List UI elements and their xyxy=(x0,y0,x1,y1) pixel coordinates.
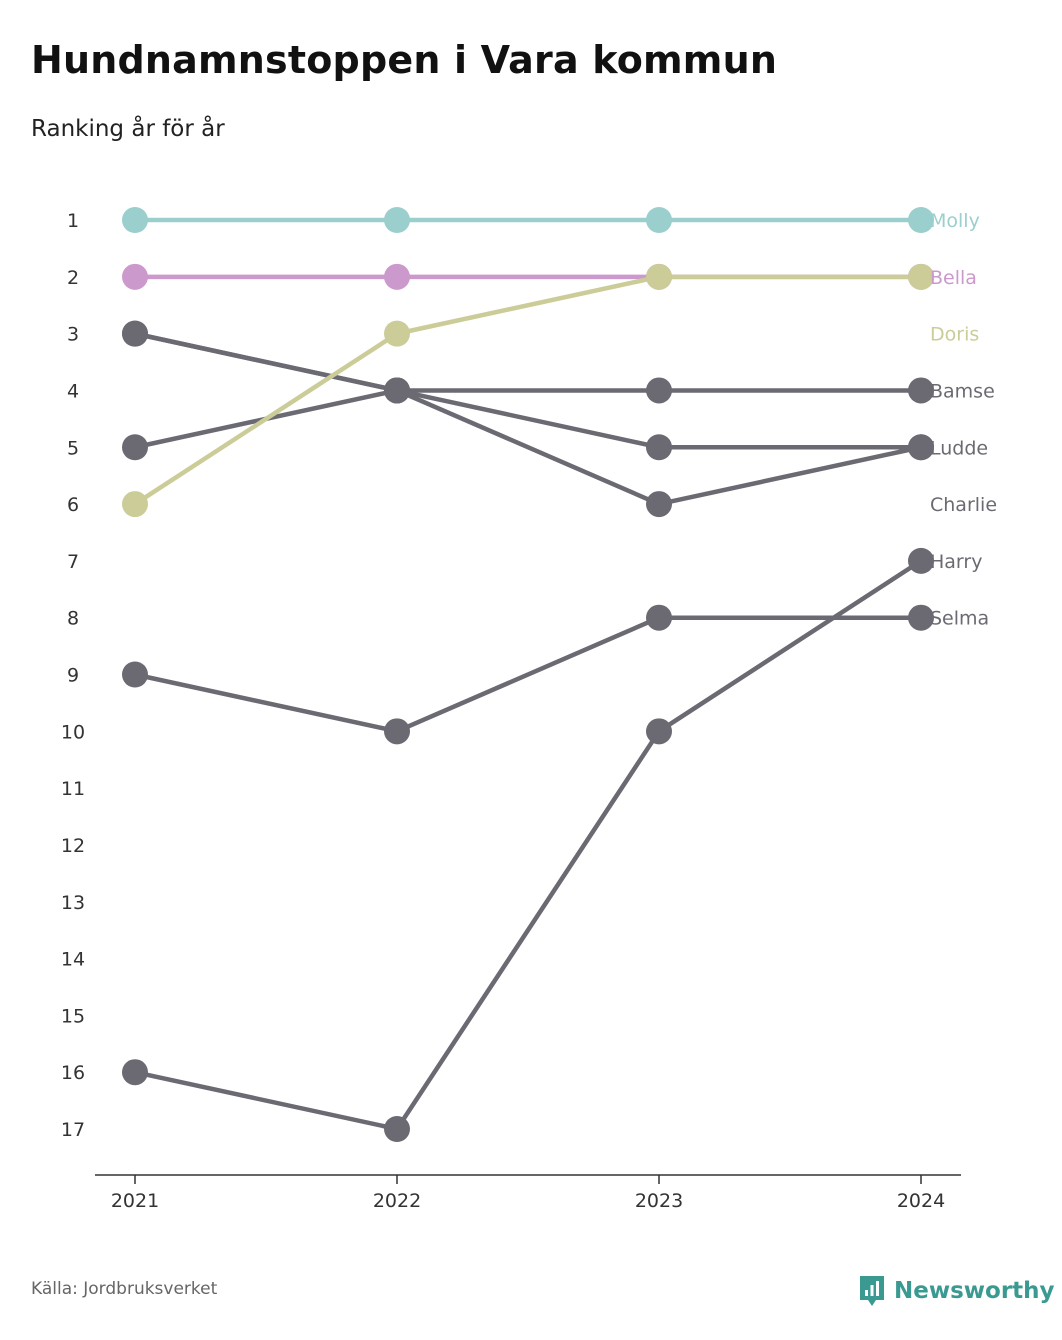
series-lines xyxy=(132,217,924,1132)
point-molly xyxy=(646,207,672,233)
y-tick-label: 11 xyxy=(61,778,85,800)
y-tick-label: 1 xyxy=(67,210,79,232)
series-label-selma: Selma xyxy=(930,608,989,630)
y-tick-label: 6 xyxy=(67,494,79,516)
point-doris xyxy=(122,491,148,518)
point-doris xyxy=(908,263,934,290)
x-tick-label: 2022 xyxy=(373,1190,421,1212)
newsworthy-logo-icon xyxy=(860,1276,884,1306)
point-charlie xyxy=(908,434,934,461)
point-harry xyxy=(384,1116,410,1142)
chart-title: Hundnamnstoppen i Vara kommun xyxy=(31,38,778,82)
y-tick-label: 5 xyxy=(67,437,79,459)
y-tick-label: 2 xyxy=(67,267,79,289)
series-line-harry xyxy=(132,558,924,1132)
y-tick-label: 10 xyxy=(61,721,85,743)
y-tick-label: 4 xyxy=(67,380,79,402)
point-bamse xyxy=(908,377,934,404)
point-selma xyxy=(384,718,410,745)
y-tick-label: 9 xyxy=(67,665,79,687)
y-tick-label: 13 xyxy=(61,892,85,914)
point-bamse xyxy=(646,377,672,404)
point-molly xyxy=(908,207,934,233)
point-charlie xyxy=(122,320,148,347)
y-tick-label: 8 xyxy=(67,608,79,630)
y-tick-label: 17 xyxy=(61,1119,85,1141)
point-bella xyxy=(122,263,148,290)
series-label-molly: Molly xyxy=(930,210,980,232)
x-axis: 2021 2022 2023 2024 xyxy=(95,1174,961,1212)
series-label-harry: Harry xyxy=(930,551,982,573)
source-note: Källa: Jordbruksverket xyxy=(31,1279,218,1299)
point-selma xyxy=(122,661,148,688)
y-tick-label: 3 xyxy=(67,324,79,346)
point-ludde xyxy=(646,434,672,461)
brand[interactable]: Newsworthy xyxy=(858,1274,1055,1308)
point-ludde xyxy=(122,434,148,461)
point-doris xyxy=(384,320,410,347)
series-line-ludde xyxy=(132,388,924,450)
point-charlie xyxy=(384,377,410,404)
point-selma xyxy=(908,604,934,631)
point-molly xyxy=(384,207,410,233)
series-label-bella: Bella xyxy=(930,267,977,289)
brand-name: Newsworthy xyxy=(894,1278,1055,1304)
x-tick-label: 2024 xyxy=(897,1190,945,1212)
y-tick-label: 12 xyxy=(61,835,85,857)
y-tick-label: 15 xyxy=(61,1005,85,1027)
series-labels: Molly Bella Doris Bamse Ludde Charlie Harry Sel… xyxy=(930,210,997,630)
point-harry xyxy=(646,718,672,745)
point-doris xyxy=(646,263,672,290)
point-charlie xyxy=(646,491,672,518)
point-harry xyxy=(122,1059,148,1086)
series-points xyxy=(122,207,934,1142)
x-tick-label: 2021 xyxy=(111,1190,159,1212)
y-tick-label: 7 xyxy=(67,551,79,573)
point-harry xyxy=(908,547,934,574)
series-line-bamse xyxy=(132,331,924,393)
series-label-bamse: Bamse xyxy=(930,380,995,402)
x-tick-label: 2023 xyxy=(635,1190,683,1212)
series-line-selma xyxy=(132,615,924,734)
y-tick-label: 14 xyxy=(61,949,85,971)
point-bella xyxy=(384,263,410,290)
point-molly xyxy=(122,207,148,233)
series-line-charlie xyxy=(132,331,924,507)
point-selma xyxy=(646,604,672,631)
chart-subtitle: Ranking år för år xyxy=(31,116,225,142)
series-label-charlie: Charlie xyxy=(930,494,997,516)
series-label-ludde: Ludde xyxy=(930,437,988,459)
series-line-doris xyxy=(132,274,924,507)
series-label-doris: Doris xyxy=(930,324,979,346)
y-tick-label: 16 xyxy=(61,1062,85,1084)
